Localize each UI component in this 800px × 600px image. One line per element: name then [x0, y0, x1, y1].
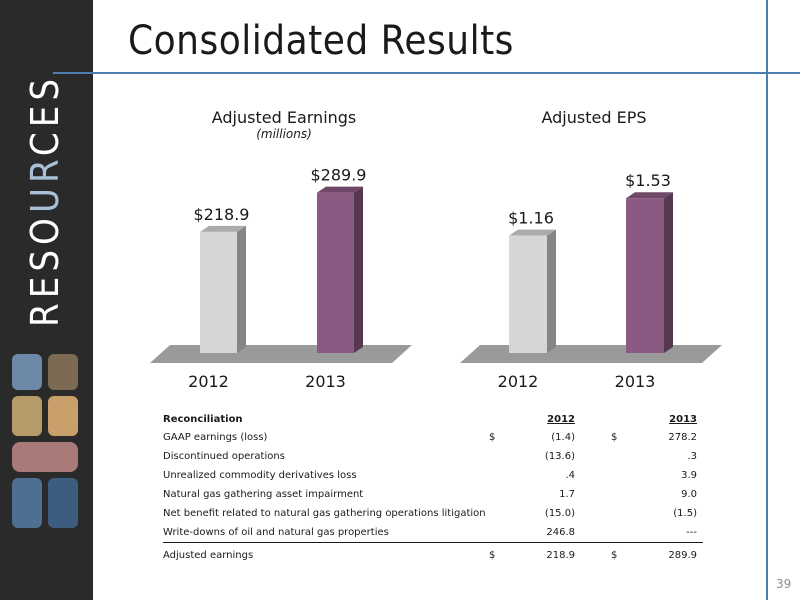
currency-1	[489, 485, 505, 504]
bar-group: $218.9 2012 $289.9 2013	[188, 166, 366, 391]
bar-top	[509, 229, 556, 236]
bar-side	[664, 192, 673, 353]
table-row: GAAP earnings (loss) $ (1.4) $278.2	[163, 428, 703, 447]
table-row: Net benefit related to natural gas gathe…	[163, 504, 703, 523]
data-label: $218.9	[194, 205, 250, 224]
category-label: 2013	[615, 372, 656, 391]
bar-side	[237, 225, 246, 353]
chart-title: Adjusted Earnings	[212, 108, 357, 127]
currency-1	[489, 447, 505, 466]
bar-front	[626, 198, 664, 353]
value-2012: (13.6)	[544, 451, 575, 462]
table-row: Unrealized commodity derivatives loss .4 3…	[163, 466, 703, 485]
row-label: GAAP earnings (loss)	[163, 432, 268, 443]
bar-front	[509, 235, 547, 353]
adjusted-earnings-chart: Adjusted Earnings (millions) $218.92012$…	[150, 108, 412, 391]
row-label: Write-downs of oil and natural gas prope…	[163, 527, 389, 538]
year2-header: 2013	[669, 413, 697, 425]
vertical-rule	[766, 0, 768, 600]
bar-side	[547, 229, 556, 353]
value-2013: 289.9	[627, 542, 703, 567]
category-label: 2012	[188, 372, 229, 391]
currency-1	[489, 466, 505, 485]
currency-2	[611, 523, 627, 543]
data-label: $289.9	[311, 166, 367, 185]
currency-2: $	[611, 432, 618, 443]
header-rule	[53, 72, 800, 74]
currency-2	[611, 485, 627, 504]
bar-2012	[200, 225, 246, 353]
value-2013: 3.9	[681, 470, 697, 481]
page-title: Consolidated Results	[128, 18, 514, 64]
adjusted-eps-chart: Adjusted EPS $1.16 2012 $1.53 2013	[460, 108, 722, 391]
chart-title: Adjusted EPS	[541, 108, 646, 127]
value-2013: 9.0	[681, 489, 697, 500]
brand-word-part-2: UR	[23, 156, 67, 214]
row-label: Adjusted earnings	[163, 542, 489, 567]
row-label: Net benefit related to natural gas gathe…	[163, 508, 486, 519]
bar-front	[200, 231, 237, 353]
bar-front	[317, 192, 354, 353]
category-label: 2013	[305, 372, 346, 391]
value-2012: 246.8	[546, 527, 575, 538]
currency-1	[489, 523, 505, 543]
data-label: $1.16	[508, 209, 554, 228]
reconciliation-table: Reconciliation 2012 2013 GAAP earnings (…	[163, 410, 703, 567]
bar-2012	[509, 229, 556, 353]
bar-2013	[626, 192, 673, 353]
currency-1	[489, 504, 505, 523]
table-row: Discontinued operations (13.6) .3	[163, 447, 703, 466]
bar-top	[626, 192, 673, 199]
bar-group: $1.16 2012 $1.53 2013	[498, 171, 673, 391]
row-label: Discontinued operations	[163, 451, 285, 462]
table-total-row: Adjusted earnings $218.9 $289.9	[163, 542, 703, 567]
bar-top	[317, 186, 363, 193]
row-label: Unrealized commodity derivatives loss	[163, 470, 357, 481]
currency-2	[611, 466, 627, 485]
currency-2	[611, 504, 627, 523]
chart-floor	[460, 345, 722, 363]
value-2012: (15.0)	[544, 508, 575, 519]
currency-2	[611, 447, 627, 466]
currency-2: $	[611, 542, 627, 567]
data-label: $1.53	[625, 171, 671, 190]
brand-sidebar: RESOURCES	[0, 0, 93, 600]
page-number: 39	[776, 577, 792, 591]
value-2012: (1.4)	[551, 432, 575, 443]
currency-1: $	[489, 432, 496, 443]
brand-wordmark: RESOURCES	[23, 73, 67, 327]
value-2012: .4	[565, 470, 575, 481]
year1-header: 2012	[547, 413, 575, 425]
bar-top	[200, 225, 246, 232]
value-2012: 1.7	[559, 489, 575, 500]
table-header-row: Reconciliation 2012 2013	[163, 410, 703, 428]
row-label: Natural gas gathering asset impairment	[163, 489, 364, 500]
chart-subtitle: (millions)	[256, 127, 312, 141]
bar-side	[354, 186, 363, 353]
value-2013: 278.2	[668, 432, 697, 443]
brand-word-part-3: CES	[23, 73, 67, 157]
value-2013: .3	[687, 451, 697, 462]
value-2013: (1.5)	[673, 508, 697, 519]
currency-1: $	[489, 542, 505, 567]
table-row: Write-downs of oil and natural gas prope…	[163, 523, 703, 543]
chart-floor	[150, 345, 412, 363]
company-logo-image	[12, 354, 78, 528]
value-2012: 218.9	[505, 542, 581, 567]
category-label: 2012	[498, 372, 539, 391]
header-label: Reconciliation	[163, 413, 243, 425]
brand-word-part-1: RESO	[23, 213, 67, 327]
table-row: Natural gas gathering asset impairment 1.…	[163, 485, 703, 504]
value-2013: ---	[686, 527, 697, 538]
bar-2013	[317, 186, 363, 353]
